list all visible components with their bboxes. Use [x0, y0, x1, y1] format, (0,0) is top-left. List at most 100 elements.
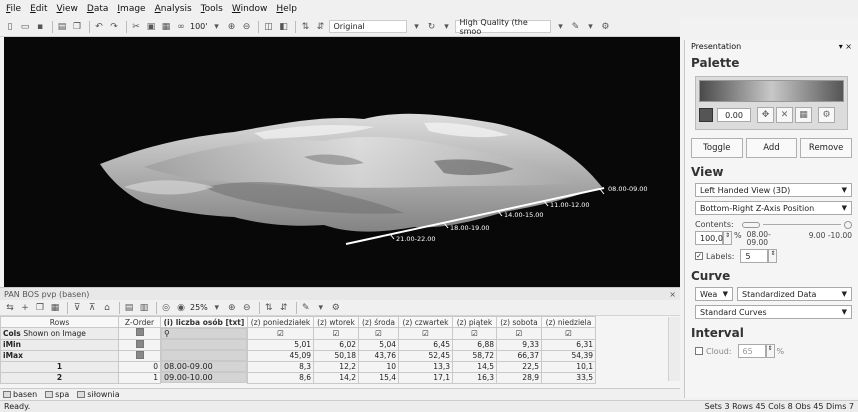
add-stop-icon[interactable]: ✥ — [757, 107, 774, 123]
curve-data-select[interactable]: Standardized Data ▼ — [737, 287, 852, 301]
table-row[interactable]: 2 1 09.00-10.00 8,6 14,2 15,4 17,1 16,3 … — [0, 371, 596, 384]
value-cell[interactable]: 50,18 — [313, 349, 359, 362]
zoom-out-icon[interactable]: ⊖ — [242, 21, 251, 32]
table-row[interactable]: Cols Shown on Image ⚲ ☑ ☑ ☑ ☑ ☑ ☑ ☑ — [0, 327, 596, 340]
cut-icon[interactable]: ✂ — [132, 21, 140, 32]
value-cell[interactable]: ☑ — [358, 327, 399, 340]
spinner-icon[interactable]: ⇕ — [723, 231, 732, 245]
menu-data[interactable]: Data — [86, 3, 109, 14]
color-swatch[interactable] — [699, 108, 713, 122]
z-axis-position-select[interactable]: Bottom-Right Z-Axis Position ▼ — [695, 201, 852, 215]
spinner-icon[interactable]: ⇕ — [768, 249, 778, 263]
bookmark-icon[interactable]: ⌂ — [104, 302, 110, 313]
value-cell[interactable]: 5,04 — [358, 338, 399, 351]
grid-icon[interactable]: ▦ — [161, 21, 171, 32]
color-icon[interactable]: ◉ — [177, 302, 185, 313]
labels-count-input[interactable]: 5 — [740, 249, 769, 263]
column-header[interactable]: (i) liczba osób [txt] — [160, 316, 248, 328]
filter-icon[interactable]: ⊽ — [73, 302, 81, 313]
value-cell[interactable]: ☑ — [452, 327, 497, 340]
table-row[interactable]: 1 0 08.00-09.00 8,3 12,2 10 13,3 14,5 22… — [0, 360, 596, 373]
zorder-cell[interactable]: 1 — [118, 371, 161, 384]
value-cell[interactable]: ☑ — [541, 327, 596, 340]
copy-icon[interactable]: ❐ — [72, 21, 82, 32]
zoom-in-icon[interactable]: ⊕ — [227, 21, 236, 32]
link-icon[interactable]: ⇆ — [6, 302, 14, 313]
settings-icon[interactable]: ⚙ — [818, 107, 835, 123]
value-cell[interactable]: 12,2 — [313, 360, 359, 373]
cloud-checkbox[interactable] — [695, 347, 703, 355]
sheet-tab-spa[interactable]: spa — [45, 390, 69, 399]
add-button[interactable]: Add — [745, 138, 798, 158]
value-cell[interactable]: 8,6 — [247, 371, 314, 384]
binoculars-icon[interactable]: ∞ — [177, 21, 185, 32]
liczba-cell[interactable]: 09.00-10.00 — [161, 372, 247, 383]
chevron-down-icon[interactable]: ▾ — [558, 21, 563, 32]
value-cell[interactable]: 54,39 — [541, 349, 596, 362]
zoom-level[interactable]: 100' — [190, 22, 208, 31]
column-header[interactable]: Rows — [0, 316, 119, 328]
chevron-down-icon[interactable]: ▾ — [444, 21, 449, 32]
column-header[interactable]: (z) środa — [358, 316, 399, 328]
column-header[interactable]: (z) wtorek — [313, 316, 359, 328]
table-row[interactable]: iMax 45,09 50,18 43,76 52,45 58,72 66,37… — [0, 349, 596, 362]
chevron-down-icon[interactable]: ▾ — [214, 302, 220, 313]
print-icon[interactable]: ▤ — [57, 21, 67, 32]
chevron-down-icon[interactable]: ▾ — [214, 21, 219, 32]
value-cell[interactable]: ☑ — [247, 327, 314, 340]
open-icon[interactable]: ▭ — [20, 21, 30, 32]
liczba-cell[interactable] — [161, 350, 247, 361]
edit-icon[interactable]: ✎ — [302, 302, 310, 313]
value-cell[interactable]: 66,37 — [496, 349, 542, 362]
table-vertical-scrollbar[interactable] — [668, 317, 680, 381]
value-cell[interactable]: 9,33 — [496, 338, 542, 351]
menu-help[interactable]: Help — [276, 3, 297, 14]
export-icon[interactable]: ◧ — [279, 21, 288, 32]
undo-icon[interactable]: ↶ — [95, 21, 103, 32]
value-cell[interactable]: 52,45 — [398, 349, 453, 362]
redo-icon[interactable]: ↷ — [110, 21, 118, 32]
value-cell[interactable]: ☑ — [398, 327, 453, 340]
column-header[interactable]: (z) niedziela — [541, 316, 596, 328]
value-cell[interactable]: 14,2 — [313, 371, 359, 384]
value-cell[interactable]: 45,09 — [247, 349, 314, 362]
rotate-icon[interactable]: ↻ — [427, 21, 436, 32]
palette-gradient[interactable] — [699, 80, 844, 102]
zorder-cell[interactable]: 0 — [118, 360, 161, 373]
palette-icon[interactable]: ◎ — [162, 302, 170, 313]
menu-view[interactable]: View — [56, 3, 78, 14]
value-cell[interactable]: ☑ — [496, 327, 542, 340]
column-header[interactable]: (z) sobota — [496, 316, 542, 328]
menu-window[interactable]: Window — [231, 3, 268, 14]
value-cell[interactable]: 10 — [358, 360, 399, 373]
contents-percent-input[interactable]: 100,0 — [695, 231, 723, 245]
column-header[interactable]: (z) piątek — [452, 316, 497, 328]
chevron-down-icon[interactable]: ▾ — [414, 21, 419, 32]
display-mode-select[interactable]: Original — [329, 20, 408, 33]
value-cell[interactable]: 13,3 — [398, 360, 453, 373]
value-cell[interactable]: 16,3 — [452, 371, 497, 384]
table-zoom-level[interactable]: 25% — [190, 303, 208, 312]
column-view-icon[interactable]: ▥ — [139, 302, 149, 313]
column-header[interactable]: Z-Order — [118, 316, 161, 328]
liczba-cell[interactable]: 08.00-09.00 — [161, 361, 247, 372]
sort-descending-icon[interactable]: ⇵ — [316, 21, 325, 32]
liczba-cell[interactable]: ⚲ — [161, 328, 247, 339]
sort-ascending-icon[interactable]: ⇅ — [301, 21, 310, 32]
view-mode-select[interactable]: Left Handed View (3D) ▼ — [695, 183, 852, 197]
contents-slider-end[interactable] — [844, 220, 852, 229]
value-cell[interactable]: 22,5 — [496, 360, 542, 373]
value-cell[interactable]: 6,88 — [452, 338, 497, 351]
spinner-icon[interactable]: ⇕ — [765, 344, 775, 358]
menu-analysis[interactable]: Analysis — [154, 3, 192, 14]
menu-file[interactable]: File — [6, 3, 22, 14]
value-cell[interactable]: 6,31 — [541, 338, 596, 351]
contents-slider-track[interactable] — [762, 224, 841, 225]
column-header[interactable]: (z) czwartek — [398, 316, 453, 328]
value-cell[interactable]: 58,72 — [452, 349, 497, 362]
render-quality-select[interactable]: High Quality (the smoo — [455, 18, 552, 36]
chevron-down-icon[interactable]: ▾ — [588, 21, 593, 32]
toggle-button[interactable]: Toggle — [691, 138, 743, 158]
zorder-cell[interactable] — [118, 327, 161, 340]
value-cell[interactable]: 33,5 — [541, 371, 596, 384]
